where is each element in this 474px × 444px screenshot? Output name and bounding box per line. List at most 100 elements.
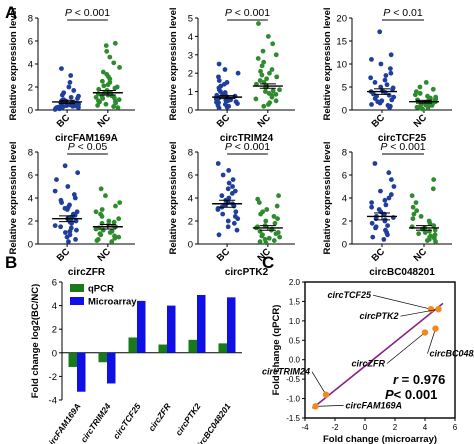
data-point-bc xyxy=(225,186,231,192)
x-tick-label-circptk2: circPTK2 xyxy=(173,401,202,437)
y-tick-label: 5 xyxy=(342,83,347,94)
y-tick-label: 0 xyxy=(342,106,347,117)
data-point-bc xyxy=(383,202,389,208)
data-point-bc xyxy=(369,200,375,206)
data-point-nc xyxy=(112,233,117,239)
y-tick-label: 2 xyxy=(188,217,193,228)
data-point-bc xyxy=(61,90,67,96)
data-point-nc xyxy=(104,71,110,77)
data-point-bc xyxy=(373,224,379,230)
data-point-nc xyxy=(263,218,269,224)
bar-microarray-circtcf25 xyxy=(137,300,146,353)
data-point-nc xyxy=(260,232,265,238)
data-point-bc xyxy=(369,102,374,107)
x-tick-label-bc: BC xyxy=(215,246,233,264)
data-point-nc xyxy=(270,88,276,94)
data-point-nc xyxy=(107,80,113,85)
data-point-nc xyxy=(93,209,99,215)
y-tick-label: 0 xyxy=(52,348,57,359)
x-tick-label: 4 xyxy=(423,423,428,432)
point-label-circzfr: circZFR xyxy=(351,359,385,369)
data-point-nc xyxy=(410,204,416,210)
data-point-bc xyxy=(67,232,73,238)
data-point-nc xyxy=(432,232,438,238)
y-tick-label: 4 xyxy=(52,301,57,312)
data-point-bc xyxy=(54,177,59,183)
data-point-bc xyxy=(377,29,383,35)
y-tick-label: -4 xyxy=(49,396,57,407)
data-point-nc xyxy=(103,43,109,48)
data-point-nc xyxy=(112,40,118,46)
bar-qpcr-circfam169a xyxy=(68,352,77,367)
legend-swatch-qpcr xyxy=(70,284,84,292)
data-point-nc xyxy=(277,87,282,93)
y-tick-label: 20 xyxy=(336,14,347,25)
data-point-bc xyxy=(75,170,81,176)
data-point-bc xyxy=(67,202,72,208)
data-point-bc xyxy=(388,70,394,76)
data-point-bc xyxy=(223,98,229,103)
data-point-circptk2 xyxy=(435,306,442,313)
data-point-bc xyxy=(73,237,78,242)
data-point-bc xyxy=(378,188,383,194)
scatter-panel-circtrim24: 0 1 2 3 4 5 Relative expression level BC NC circT… xyxy=(168,7,295,144)
data-point-bc xyxy=(225,224,231,230)
x-tick-label: -2 xyxy=(331,423,339,432)
data-point-bc xyxy=(58,197,64,203)
data-point-nc xyxy=(261,59,267,65)
data-point-bc xyxy=(378,61,384,67)
data-point-nc xyxy=(255,196,261,202)
x-tick-label-nc: NC xyxy=(412,112,430,130)
data-point-nc xyxy=(113,203,118,209)
point-label-circtcf25: circTCF25 xyxy=(327,290,372,300)
y-tick-label: 0.0 xyxy=(289,356,301,365)
bar-qpcr-circzfr xyxy=(158,344,167,353)
data-point-bc xyxy=(62,230,68,235)
data-point-nc xyxy=(107,54,113,60)
y-tick-label: 1 xyxy=(188,87,193,98)
x-axis-label: circTCF25 xyxy=(378,133,427,144)
data-point-nc xyxy=(422,230,428,235)
data-point-circtcf25 xyxy=(427,306,435,313)
x-tick-label-nc: NC xyxy=(95,246,113,264)
p-value-label: P < 0.001 xyxy=(225,7,270,19)
x-tick-label: 2 xyxy=(393,423,398,432)
data-point-bc xyxy=(218,83,224,89)
data-point-nc xyxy=(413,89,419,94)
data-point-nc xyxy=(432,227,438,233)
data-point-bc xyxy=(226,195,232,201)
bar-qpcr-circtcf25 xyxy=(128,337,137,353)
data-point-bc xyxy=(391,184,397,189)
data-point-bc xyxy=(368,75,374,81)
data-point-nc xyxy=(103,101,109,107)
data-point-nc xyxy=(426,228,432,234)
data-point-bc xyxy=(388,177,394,183)
data-point-bc xyxy=(68,94,74,100)
p-value-label: P < 0.001 xyxy=(225,141,270,153)
y-tick-label: 6 xyxy=(188,171,193,182)
data-point-nc xyxy=(99,207,105,212)
data-point-nc xyxy=(275,216,280,222)
data-point-bc xyxy=(391,94,397,100)
y-tick-label: 15 xyxy=(336,37,347,48)
p-value-label: P < 0.01 xyxy=(383,7,423,19)
data-point-bc xyxy=(231,220,237,226)
bar-microarray-circtrim24 xyxy=(107,352,116,384)
y-axis-label: Fold change (qPCR) xyxy=(271,305,282,396)
panel-label-c: C xyxy=(262,253,274,272)
x-tick-label-circtrim24: circTRIM24 xyxy=(78,401,112,444)
data-point-bc xyxy=(73,218,79,224)
data-point-bc xyxy=(66,239,71,245)
data-point-nc xyxy=(411,211,417,217)
legend-label-microarray: Microarray xyxy=(88,297,137,308)
point-label-circtrim24: circTRIM24 xyxy=(262,367,310,377)
bar-qpcr-circbc048201 xyxy=(218,343,227,353)
data-point-bc xyxy=(233,99,239,105)
y-tick-label: 0 xyxy=(342,240,347,251)
data-point-bc xyxy=(369,57,374,62)
data-point-bc xyxy=(222,102,228,107)
data-point-nc xyxy=(98,211,103,217)
x-tick-label-circtcf25: circTCF25 xyxy=(111,401,143,441)
data-point-nc xyxy=(93,94,99,100)
y-axis-label: Relative expression level xyxy=(168,7,179,120)
